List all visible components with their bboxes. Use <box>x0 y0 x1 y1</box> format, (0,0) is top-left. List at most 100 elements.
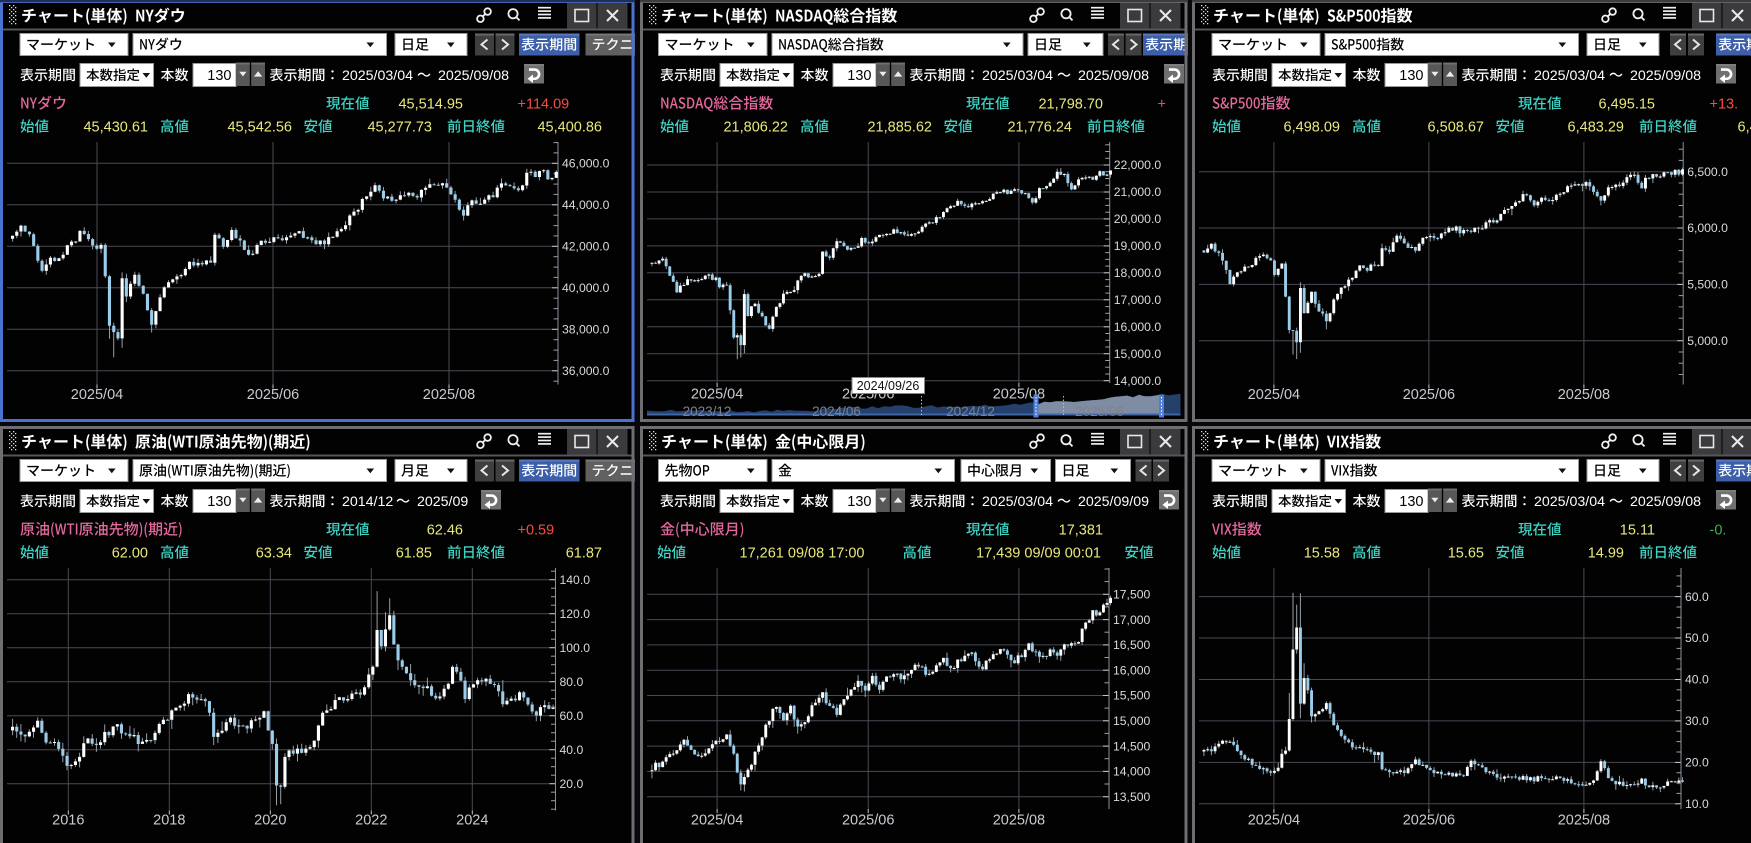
svg-text:21,885.62: 21,885.62 <box>867 120 932 136</box>
svg-text:2025/09: 2025/09 <box>417 494 468 510</box>
svg-text:2024/12: 2024/12 <box>946 404 995 419</box>
svg-text:40.0: 40.0 <box>1685 673 1709 687</box>
svg-text:2025/03/04: 2025/03/04 <box>982 68 1053 84</box>
svg-text:19,000.0: 19,000.0 <box>1113 239 1161 253</box>
svg-text:2025/06: 2025/06 <box>841 813 893 829</box>
svg-text:140.0: 140.0 <box>560 573 591 587</box>
svg-text:10.0: 10.0 <box>1685 797 1709 811</box>
svg-text:60.0: 60.0 <box>1685 590 1709 604</box>
svg-text:2025/08: 2025/08 <box>423 387 475 403</box>
svg-text:50.0: 50.0 <box>1685 631 1709 645</box>
svg-text:5,500.0: 5,500.0 <box>1687 278 1728 292</box>
svg-text:2014/12: 2014/12 <box>342 494 393 510</box>
svg-text:+114.09: +114.09 <box>518 97 570 113</box>
svg-text:20.0: 20.0 <box>560 777 584 791</box>
svg-text:+0.59: +0.59 <box>518 523 555 539</box>
svg-text:2025/06: 2025/06 <box>1075 404 1124 419</box>
svg-text:2024/09/26: 2024/09/26 <box>856 379 919 393</box>
svg-text:130: 130 <box>1399 68 1423 84</box>
svg-text:2025/06: 2025/06 <box>1402 813 1454 829</box>
svg-text:2025/08: 2025/08 <box>1557 387 1609 403</box>
svg-text:6,508.67: 6,508.67 <box>1427 120 1483 136</box>
svg-text:2025/04: 2025/04 <box>71 387 123 403</box>
svg-text:46,000.0: 46,000.0 <box>562 157 610 171</box>
svg-text:130: 130 <box>847 68 871 84</box>
svg-text:+13.: +13. <box>1709 97 1738 113</box>
svg-text:14.99: 14.99 <box>1587 546 1623 562</box>
svg-text:15,000: 15,000 <box>1113 714 1150 728</box>
svg-text:17,381: 17,381 <box>1058 523 1102 539</box>
svg-text:2025/08: 2025/08 <box>992 813 1044 829</box>
svg-text:130: 130 <box>207 494 231 510</box>
svg-text:22,000.0: 22,000.0 <box>1113 158 1161 172</box>
svg-text:61.87: 61.87 <box>566 546 602 562</box>
svg-text:100.0: 100.0 <box>560 641 591 655</box>
svg-text:18,000.0: 18,000.0 <box>1113 266 1161 280</box>
svg-text:2025/04: 2025/04 <box>690 813 742 829</box>
svg-text:2025/03/04: 2025/03/04 <box>1534 68 1605 84</box>
svg-text:2025/08: 2025/08 <box>1557 813 1609 829</box>
svg-text:2020: 2020 <box>254 813 286 829</box>
svg-text:21,806.22: 21,806.22 <box>723 120 788 136</box>
svg-text:61.85: 61.85 <box>396 546 432 562</box>
svg-text:15.11: 15.11 <box>1619 523 1654 539</box>
svg-text:2025/04: 2025/04 <box>1247 387 1299 403</box>
svg-text:15,500: 15,500 <box>1113 689 1150 703</box>
svg-text:6,483.29: 6,483.29 <box>1737 120 1751 136</box>
svg-text:2025/09/09: 2025/09/09 <box>1078 494 1149 510</box>
svg-text:16,000: 16,000 <box>1113 663 1150 677</box>
svg-text:130: 130 <box>1399 494 1423 510</box>
svg-text:45,400.86: 45,400.86 <box>537 120 602 136</box>
svg-text:2025/03/04: 2025/03/04 <box>982 494 1053 510</box>
svg-text:62.00: 62.00 <box>112 546 148 562</box>
svg-text:40,000.0: 40,000.0 <box>562 281 610 295</box>
svg-text:2025/09/08: 2025/09/08 <box>1078 68 1149 84</box>
svg-text:36,000.0: 36,000.0 <box>562 364 610 378</box>
svg-text:2025/04: 2025/04 <box>1247 813 1299 829</box>
svg-text:21,798.70: 21,798.70 <box>1038 97 1103 113</box>
svg-text:2022: 2022 <box>355 813 387 829</box>
svg-text:17,000: 17,000 <box>1113 613 1150 627</box>
svg-text:2016: 2016 <box>52 813 84 829</box>
svg-text:63.34: 63.34 <box>256 546 292 562</box>
svg-text:45,277.73: 45,277.73 <box>367 120 432 136</box>
svg-text:45,542.56: 45,542.56 <box>227 120 292 136</box>
svg-text:2023/12: 2023/12 <box>682 404 731 419</box>
svg-text:2025/09/08: 2025/09/08 <box>1630 68 1701 84</box>
svg-text:-0.: -0. <box>1709 523 1726 539</box>
svg-text:44,000.0: 44,000.0 <box>562 198 610 212</box>
svg-text:16,000.0: 16,000.0 <box>1113 320 1161 334</box>
svg-text:40.0: 40.0 <box>560 743 584 757</box>
svg-text:42,000.0: 42,000.0 <box>562 240 610 254</box>
svg-text:6,483.29: 6,483.29 <box>1567 120 1623 136</box>
svg-text:2025/03/04: 2025/03/04 <box>342 68 413 84</box>
svg-text:6,495.15: 6,495.15 <box>1598 97 1654 113</box>
svg-text:130: 130 <box>207 68 231 84</box>
svg-text:6,498.09: 6,498.09 <box>1283 120 1339 136</box>
svg-text:17,500: 17,500 <box>1113 588 1150 602</box>
svg-text:2025/03/04: 2025/03/04 <box>1534 494 1605 510</box>
svg-text:130: 130 <box>847 494 871 510</box>
svg-text:2025/06: 2025/06 <box>247 387 299 403</box>
svg-text:2025/09/08: 2025/09/08 <box>438 68 509 84</box>
svg-text:5,000.0: 5,000.0 <box>1687 334 1728 348</box>
svg-text:17,439 09/09 00:01: 17,439 09/09 00:01 <box>976 546 1101 562</box>
svg-text:2024: 2024 <box>456 813 488 829</box>
svg-text:30.0: 30.0 <box>1685 714 1709 728</box>
svg-text:2024/06: 2024/06 <box>812 404 861 419</box>
svg-text:20,000.0: 20,000.0 <box>1113 212 1161 226</box>
svg-text:15,000.0: 15,000.0 <box>1113 347 1161 361</box>
svg-text:2025/09/08: 2025/09/08 <box>1630 494 1701 510</box>
svg-text:14,000.0: 14,000.0 <box>1113 374 1161 388</box>
svg-text:60.0: 60.0 <box>560 709 584 723</box>
svg-text:2018: 2018 <box>153 813 185 829</box>
svg-text:80.0: 80.0 <box>560 675 584 689</box>
svg-text:38,000.0: 38,000.0 <box>562 323 610 337</box>
svg-text:45,430.61: 45,430.61 <box>83 120 148 136</box>
svg-text:14,000: 14,000 <box>1113 765 1150 779</box>
svg-text:14,500: 14,500 <box>1113 739 1150 753</box>
svg-text:+: + <box>1157 97 1165 113</box>
svg-text:17,261 09/08 17:00: 17,261 09/08 17:00 <box>739 546 864 562</box>
svg-text:21,776.24: 21,776.24 <box>1007 120 1072 136</box>
svg-text:6,000.0: 6,000.0 <box>1687 221 1728 235</box>
